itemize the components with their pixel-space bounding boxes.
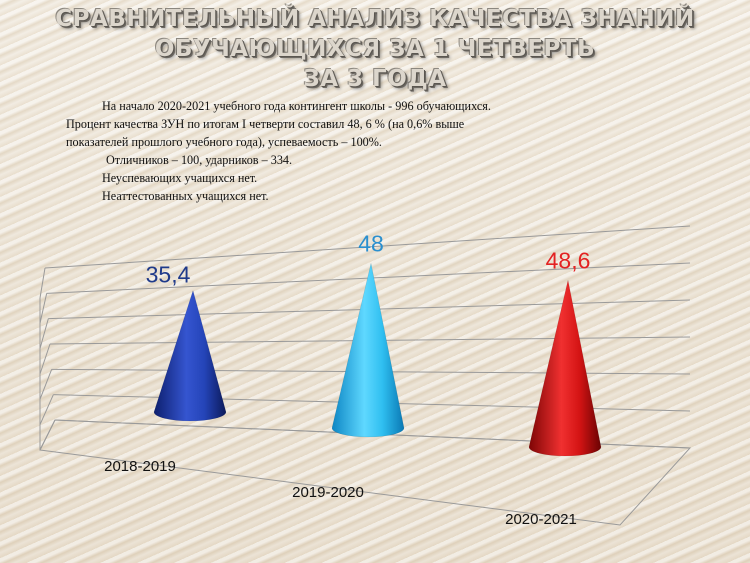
chart-gridline (39, 394, 54, 425)
description-line: Процент качества ЗУН по итогам I четверт… (66, 117, 465, 131)
chart-gridline (39, 267, 46, 299)
chart-gridline (39, 369, 53, 400)
value-label: 48,6 (546, 247, 591, 273)
description-line: Неуспевающих учащихся нет. (102, 171, 258, 185)
description-line: Неаттестованных учащихся нет. (102, 189, 269, 203)
chart-gridline (39, 318, 49, 349)
title-line-1: СРАВНИТЕЛЬНЫЙ АНАЛИЗ КАЧЕСТВА ЗНАНИЙ (55, 6, 695, 32)
value-label: 35,4 (146, 262, 191, 288)
chart-gridline (44, 225, 691, 269)
title-line-2: ОБУЧАЮЩИХСЯ ЗА 1 ЧЕТВЕРТЬ (154, 36, 596, 62)
description-line: Отличников – 100, ударников – 334. (106, 153, 293, 167)
title-line-3: ЗА 3 ГОДА (303, 66, 447, 92)
category-label: 2018-2019 (104, 458, 176, 475)
description-line: На начало 2020-2021 учебного года контин… (102, 99, 491, 113)
chart-gridline (39, 293, 48, 324)
cone-2020-2021 (528, 280, 602, 457)
value-label: 48 (358, 230, 384, 256)
category-label: 2020-2021 (505, 511, 577, 528)
category-label: 2019-2020 (292, 484, 364, 501)
cone-2019-2020 (331, 263, 405, 438)
chart-gridline (39, 419, 56, 451)
description-text: На начало 2020-2021 учебного года контин… (66, 97, 666, 205)
description-line: показателей прошлого учебного года), усп… (66, 135, 382, 149)
chart-labels: 35,4 48 48,6 2018-2019 2019-2020 2020-2021 (104, 230, 590, 528)
chart-gridline (39, 343, 51, 375)
chart-cones (153, 263, 602, 457)
cone-2018-2019 (153, 289, 227, 422)
